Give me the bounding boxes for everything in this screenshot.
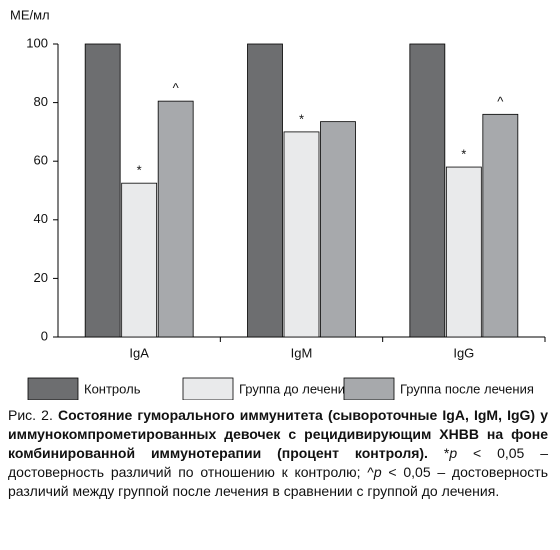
legend-swatch (182, 377, 234, 400)
y-tick-label: 60 (34, 153, 48, 168)
bar (482, 113, 519, 338)
legend-label: Контроль (84, 381, 141, 396)
bar (445, 166, 482, 338)
y-axis-label: МЕ/мл (10, 7, 50, 22)
y-tick-label: 20 (34, 270, 48, 285)
bar (409, 43, 446, 338)
caption-note: *p < 0,05 – достоверность различий по от… (8, 445, 548, 499)
note-text: p (373, 464, 382, 480)
legend-label: Группа после лечения (400, 381, 534, 396)
bar (157, 100, 194, 338)
bar (283, 131, 320, 338)
note-text: < 0,05 – достоверность различий между гр… (8, 464, 549, 499)
bar-annotation: ^ (173, 81, 180, 96)
y-tick-label: 0 (41, 328, 48, 343)
caption-label: Рис. 2. (8, 407, 53, 423)
note-text: < 0,05 – достоверность различий по отнош… (8, 445, 548, 480)
legend-swatch (343, 377, 395, 400)
caption-title: Состояние гуморального иммунитета (сывор… (8, 407, 548, 461)
x-tick-label: IgA (129, 345, 149, 360)
note-text: * (443, 445, 450, 461)
bar-annotation: * (299, 111, 304, 126)
y-tick-label: 40 (34, 211, 48, 226)
bar-annotation: ^ (497, 94, 504, 109)
bar (84, 43, 121, 338)
bar (247, 43, 283, 338)
y-tick-label: 100 (26, 35, 48, 50)
bar (121, 182, 158, 338)
bar-annotation: * (137, 163, 142, 178)
x-tick-label: IgG (453, 345, 474, 360)
note-text: p (449, 445, 458, 461)
caption: Рис. 2. Состояние гуморального иммунитет… (8, 406, 548, 501)
y-tick-label: 80 (34, 94, 48, 109)
legend-swatch (27, 377, 79, 400)
bar-annotation: * (461, 146, 466, 161)
x-tick-label: IgM (291, 345, 313, 360)
legend-label: Группа до лечения (239, 381, 352, 396)
bar (320, 121, 356, 338)
chart: МЕ/мл 0 20 40 60 80 100 IgA * ^ IgM * IgG * ^ Контроль… (10, 7, 546, 400)
